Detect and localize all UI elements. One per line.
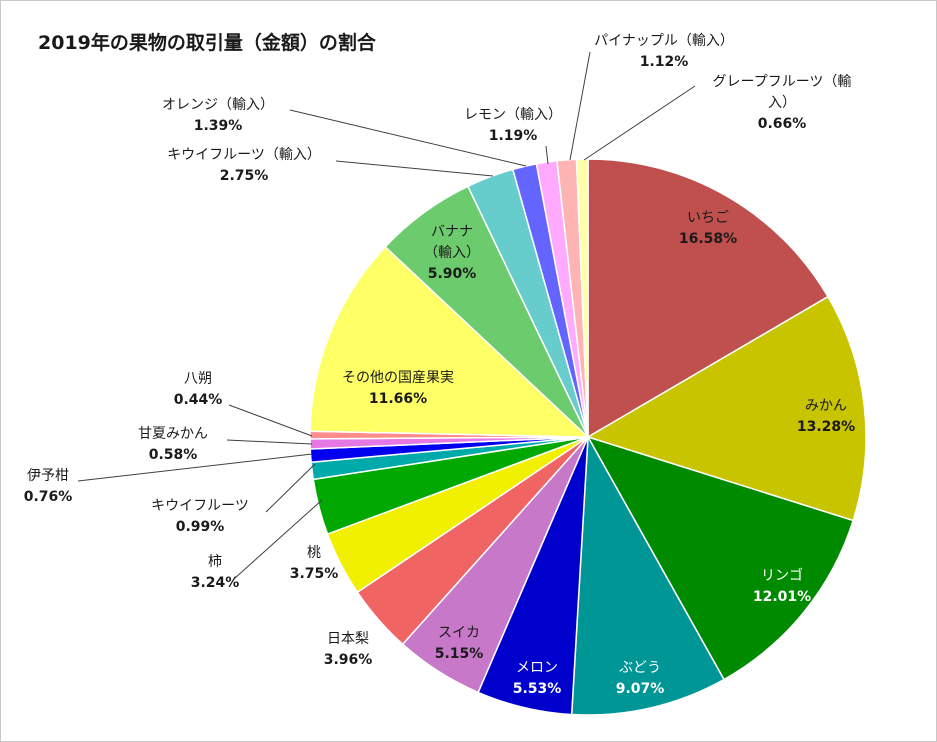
slice-label: パイナップル（輸入）: [594, 33, 734, 49]
slice-label: リンゴ: [761, 567, 803, 584]
slice-value-label: 0.99%: [176, 519, 225, 535]
slice-value-label: 0.76%: [24, 489, 73, 505]
slice-value-label: 5.53%: [513, 681, 562, 697]
slice-label: 伊予柑: [27, 468, 69, 484]
slice-label: グレープフルーツ（輸: [713, 74, 852, 90]
pie-slice: [586, 435, 855, 681]
slice-value-label: 12.01%: [753, 589, 811, 605]
pie-slice: [575, 158, 589, 438]
slice-label: メロン: [516, 660, 558, 676]
leader-line: [234, 499, 323, 579]
slice-label: 入）: [768, 95, 796, 111]
pie-slice: [309, 245, 590, 438]
pie-labels: いちご 16.58% みかん 13.28% リンゴ 12.01% ぶどう 9.07% メロン 5.…: [24, 33, 855, 697]
slice-label: キウイフルーツ（輸入）: [167, 147, 321, 163]
leader-line: [545, 145, 549, 165]
slice-value-label: 1.12%: [640, 54, 689, 70]
slice-label: いちご: [687, 210, 729, 226]
slice-value-label: 5.90%: [428, 266, 477, 282]
slice-value-label: 9.07%: [616, 681, 665, 697]
leader-line: [265, 463, 316, 513]
leader-line: [583, 85, 696, 161]
slice-value-label: 1.39%: [194, 118, 243, 134]
leader-line: [77, 453, 313, 482]
slice-label: キウイフルーツ: [151, 498, 249, 514]
slice-label: その他の国産果実: [342, 370, 454, 386]
leader-line: [569, 51, 591, 161]
leader-line: [335, 160, 494, 177]
slice-value-label: 0.66%: [758, 116, 807, 132]
slice-label: 日本梨: [327, 631, 369, 647]
slice-label: みかん: [805, 398, 847, 414]
pie-slice: [586, 295, 867, 522]
chart-title: 2019年の果物の取引量（金額）の割合: [38, 32, 376, 54]
slice-value-label: 1.19%: [489, 128, 538, 144]
slice-value-label: 0.44%: [174, 392, 223, 408]
slice-value-label: 16.58%: [679, 231, 737, 247]
pie-slices: [309, 158, 867, 716]
slice-label: 柿: [208, 553, 222, 570]
slice-label: レモン（輸入）: [464, 107, 562, 123]
slice-value-label: 3.24%: [191, 575, 240, 591]
pie-slice: [570, 434, 726, 716]
pie-slice: [587, 158, 830, 439]
slice-value-label: 13.28%: [797, 419, 855, 435]
slice-value-label: 11.66%: [369, 391, 427, 407]
slice-label: ぶどう: [619, 660, 661, 676]
slice-value-label: 3.96%: [324, 652, 373, 668]
slice-label: オレンジ（輸入）: [162, 97, 274, 113]
slice-value-label: 0.58%: [149, 447, 198, 463]
slice-value-label: 3.75%: [290, 566, 339, 582]
leader-line: [228, 404, 313, 437]
slice-label: バナナ: [431, 224, 473, 240]
leader-line: [289, 109, 527, 167]
slice-value-label: 5.15%: [435, 646, 484, 662]
slice-label: 桃: [307, 545, 321, 561]
slice-label: スイカ: [438, 625, 480, 641]
slice-value-label: 2.75%: [220, 168, 269, 184]
slice-label: 甘夏みかん: [138, 426, 208, 442]
slice-label: （輸入）: [424, 245, 480, 261]
leader-line: [226, 439, 313, 445]
slice-label: 八朔: [184, 371, 212, 387]
